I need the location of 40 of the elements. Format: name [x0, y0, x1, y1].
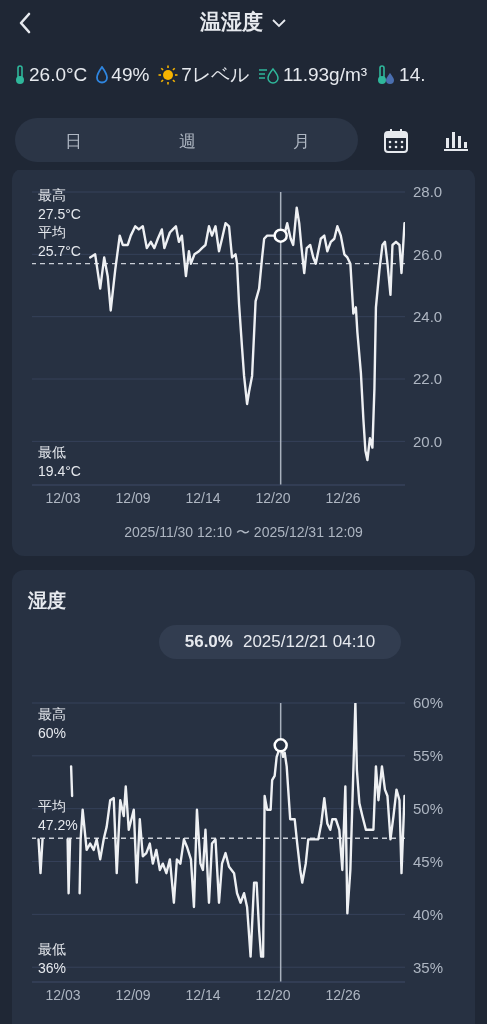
chart-title: 温湿度: [200, 10, 263, 33]
text: 49%: [111, 64, 150, 86]
x-tick-label: 12/03: [45, 986, 81, 1003]
x-tick-label: 12/20: [255, 489, 291, 506]
text: 月: [291, 131, 311, 153]
y-tick-label: 20.0: [413, 432, 443, 450]
x-tick-label: 12/26: [325, 489, 361, 506]
text: 2025/11/30 12:10 〜 2025/12/31 12:09: [123, 524, 364, 542]
x-tick-label: 12/09: [115, 489, 151, 506]
annotation: 最高 27.5°C: [38, 186, 81, 224]
y-tick-label: 50%: [413, 800, 444, 818]
ref-line-label: 平均 25.7°C: [38, 222, 81, 261]
y-tick-label: 60%: [413, 694, 444, 712]
annotation: 最低 19.4°C: [38, 443, 81, 481]
line-series: [88, 206, 405, 462]
ref-line-label: 平均 47.2%: [38, 797, 78, 836]
text: 11.93g/m³: [282, 64, 368, 86]
y-tick-label: 45%: [413, 852, 444, 870]
y-tick-label: 35%: [413, 958, 444, 976]
x-tick-label: 12/26: [325, 986, 361, 1003]
y-tick-label: 26.0: [413, 245, 443, 263]
y-tick-label: 40%: [413, 905, 444, 923]
text: 14.: [399, 64, 426, 86]
x-tick-label: 12/09: [115, 986, 151, 1003]
text: 26.0°C: [29, 64, 88, 86]
y-tick-label: 22.0: [413, 370, 443, 388]
annotation: 最低 36%: [38, 940, 67, 978]
text: 週: [177, 131, 197, 153]
x-tick-label: 12/20: [255, 986, 291, 1003]
x-tick-label: 12/14: [185, 489, 221, 506]
chart-title: 湿度: [28, 589, 66, 613]
text: 日: [63, 131, 83, 153]
annotation: 最高 60%: [38, 705, 67, 743]
text: 7レベル: [181, 63, 249, 87]
text: 56.0% 2025/12/21 04:10: [184, 632, 376, 652]
x-tick-label: 12/14: [185, 986, 221, 1003]
y-tick-label: 28.0: [413, 183, 443, 201]
y-tick-label: 55%: [413, 747, 444, 765]
x-tick-label: 12/03: [45, 489, 81, 506]
y-tick-label: 24.0: [413, 308, 443, 326]
